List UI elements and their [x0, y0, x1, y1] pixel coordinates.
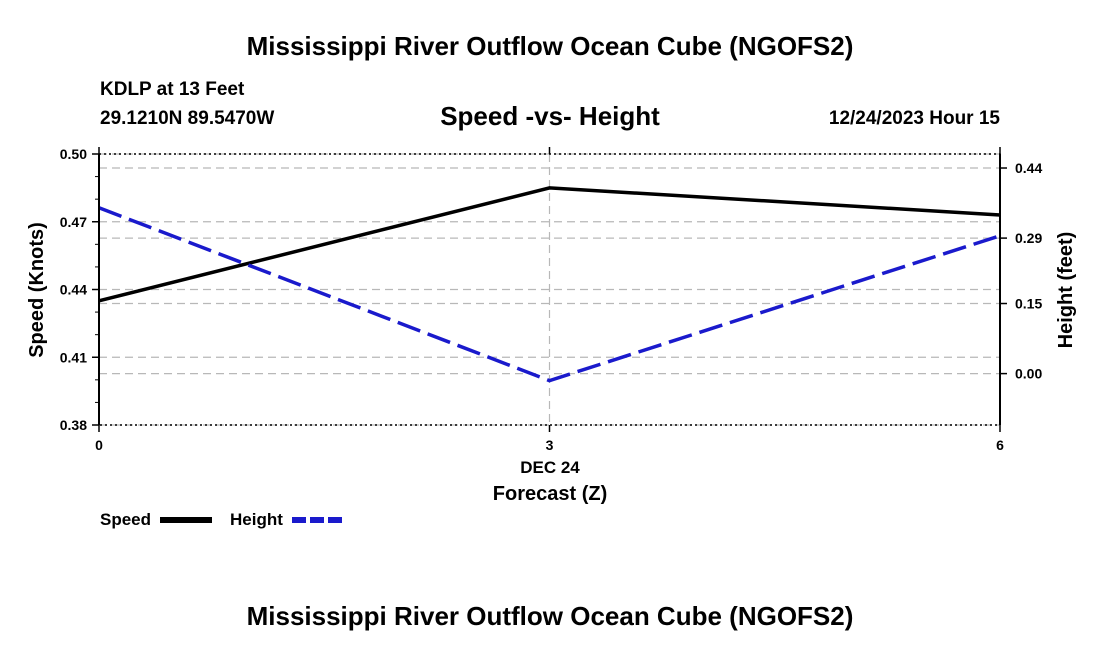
tick-label-left: 0.38: [60, 417, 87, 433]
tick-label-x: 6: [996, 437, 1004, 453]
tick-label-x: 0: [95, 437, 103, 453]
chart-subtitle: Speed -vs- Height: [440, 101, 660, 131]
chart-title: Mississippi River Outflow Ocean Cube (NG…: [247, 31, 854, 61]
tick-label-right: 0.44: [1015, 160, 1042, 176]
x-date-label: DEC 24: [520, 458, 580, 477]
tick-label-left: 0.50: [60, 146, 87, 162]
right-axis-label: Height (feet): [1055, 232, 1077, 349]
tick-label-right: 0.29: [1015, 230, 1042, 246]
series-line-speed: [98, 186, 1001, 303]
grid-layer: [99, 153, 1000, 426]
legend-label-speed: Speed: [100, 510, 151, 529]
station-label: KDLP at 13 Feet: [100, 79, 245, 100]
tick-label-left: 0.44: [60, 282, 87, 298]
tick-label-left: 0.47: [60, 214, 87, 230]
date-label: 12/24/2023 Hour 15: [829, 108, 1001, 129]
tick-label-right: 0.15: [1015, 296, 1042, 312]
legend-label-height: Height: [230, 510, 283, 529]
tick-layer: 0.38 0.41 0.44 0.47 0.50 0.00 0.15 0.29 0.44 0 3 6: [60, 146, 1043, 453]
footer-title: Mississippi River Outflow Ocean Cube (NG…: [247, 601, 854, 631]
series-line-height: [98, 206, 1001, 383]
left-axis-label: Speed (Knots): [26, 222, 48, 358]
legend: Speed Height: [100, 510, 342, 529]
tick-label-right: 0.00: [1015, 366, 1042, 382]
coordinates-label: 29.1210N 89.5470W: [100, 108, 274, 129]
tick-label-x: 3: [546, 437, 554, 453]
x-axis-label: Forecast (Z): [493, 483, 607, 505]
series-layer: [98, 186, 1001, 383]
tick-label-left: 0.41: [60, 349, 87, 365]
